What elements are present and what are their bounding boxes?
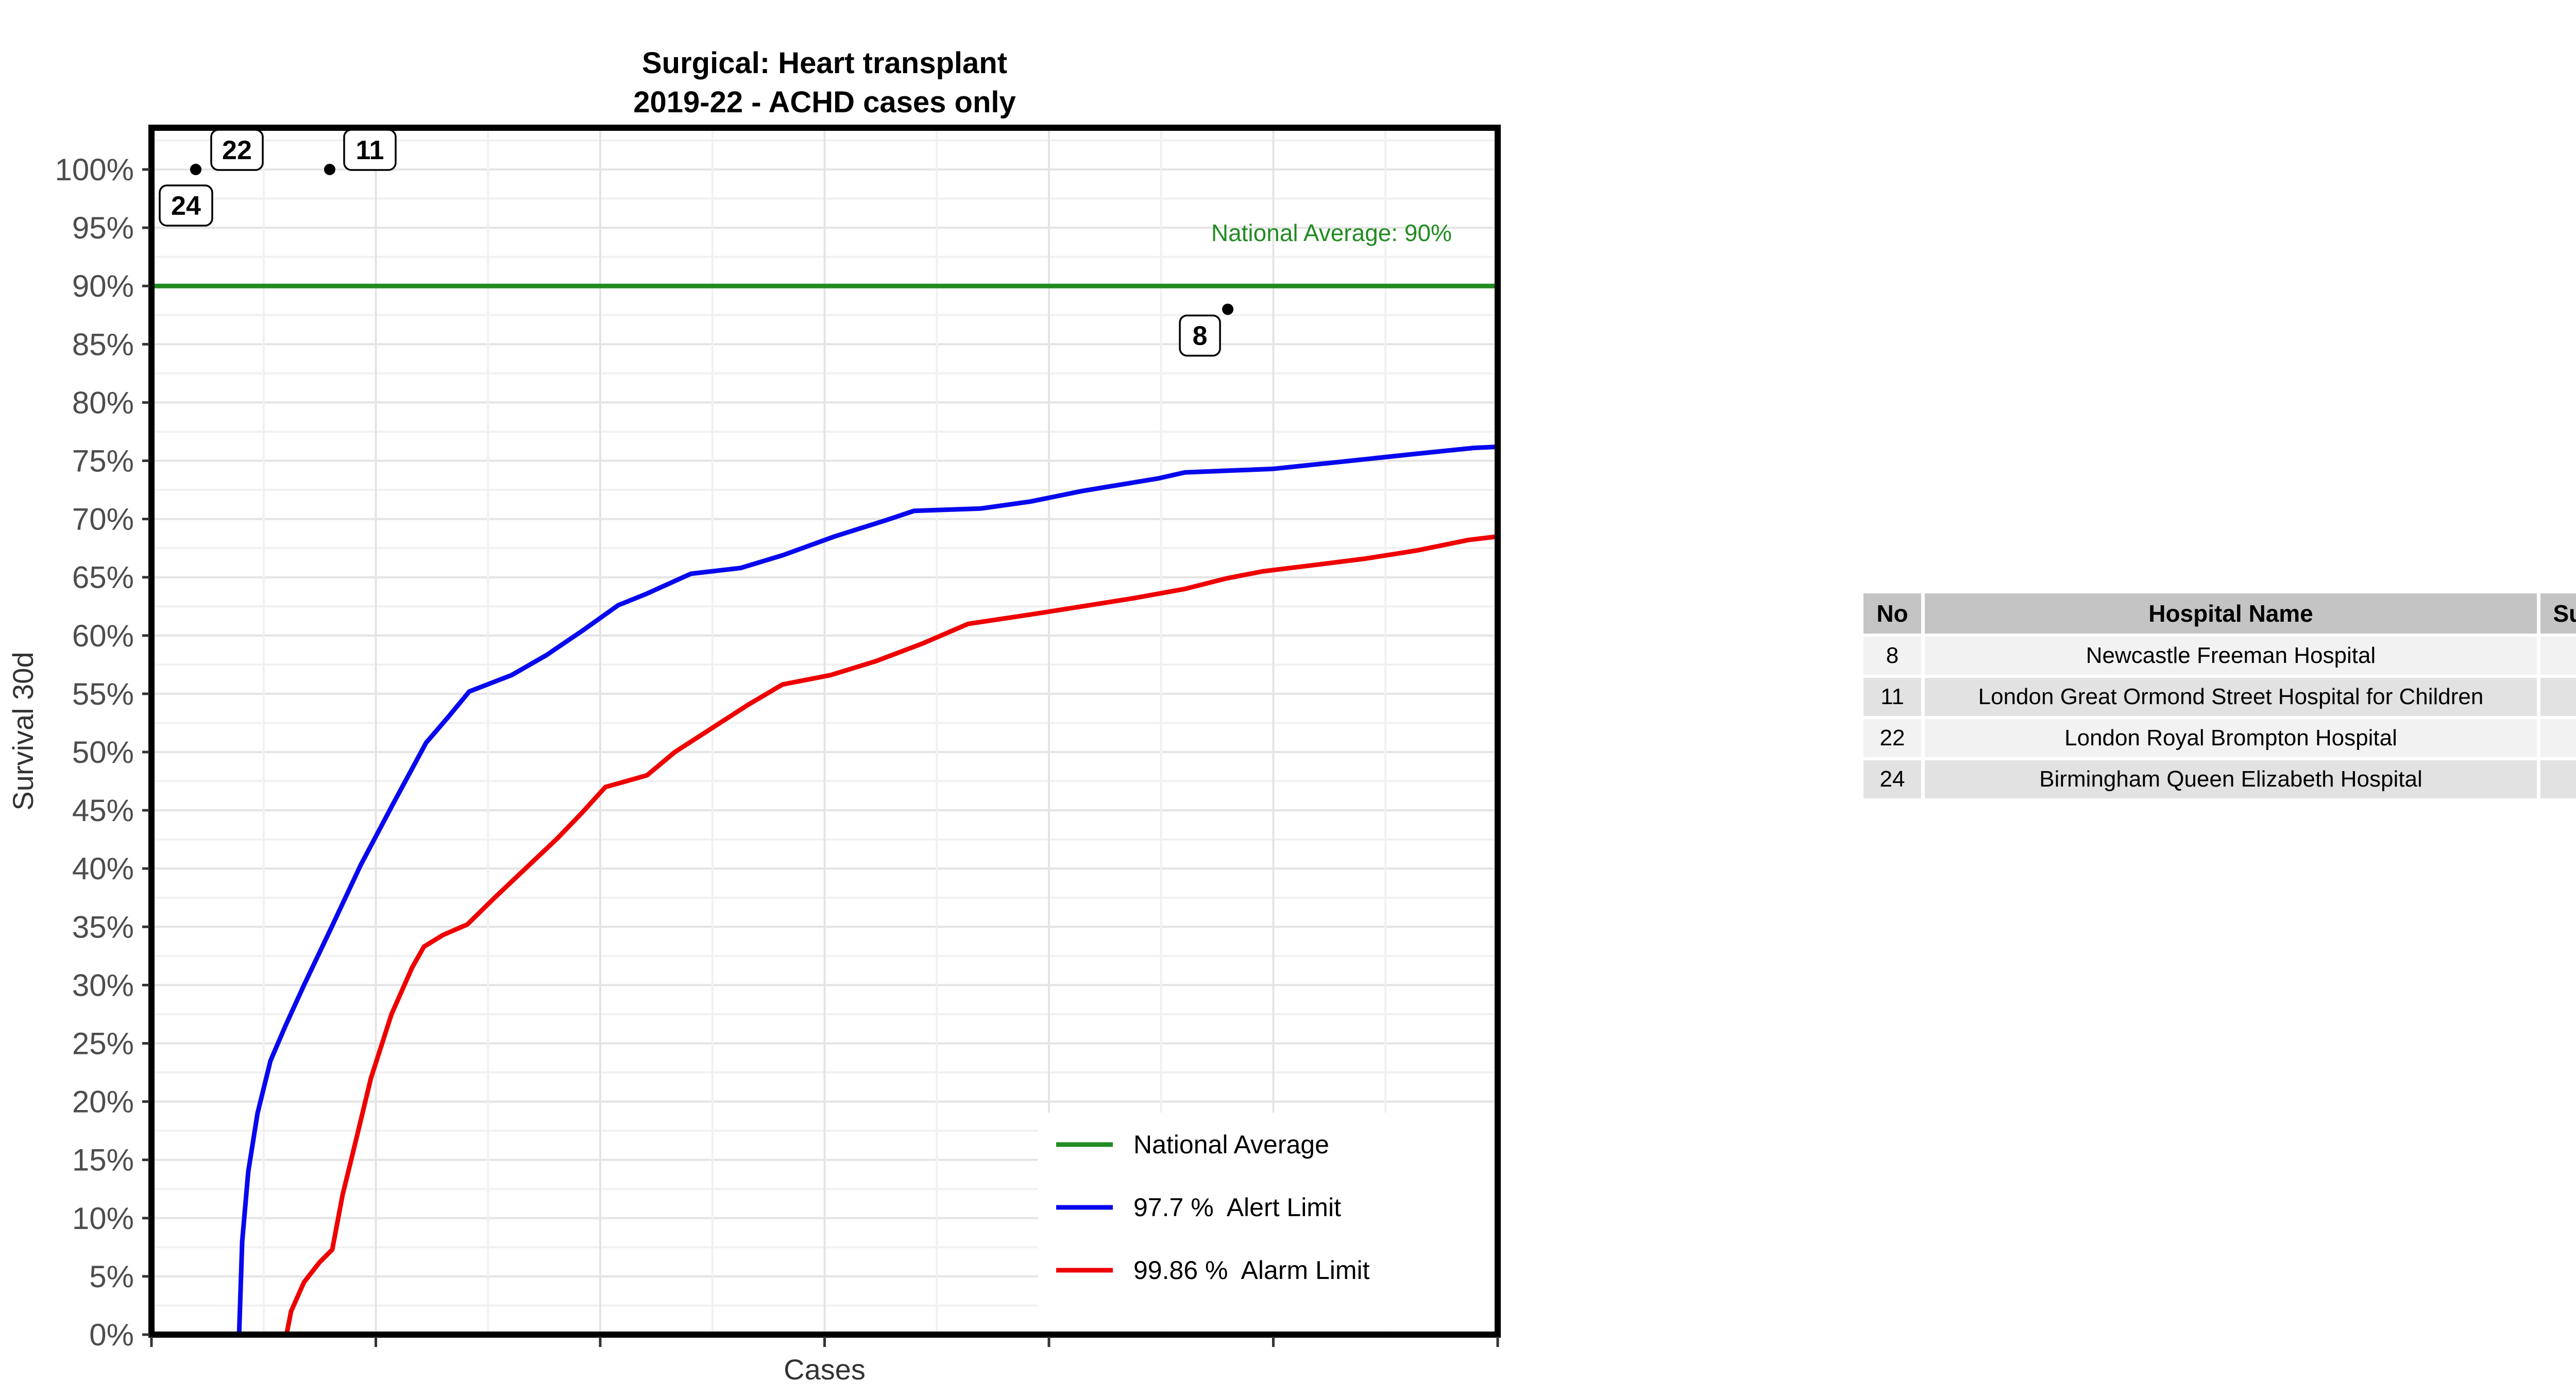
data-point-dot [324,164,335,175]
cell-no: 24 [1863,760,1921,798]
data-point-label: 11 [355,135,384,165]
alert-limit-curve [236,444,1500,1337]
data-point-label-box [210,129,264,171]
data-point-label-box [343,129,397,171]
data-point-label: 22 [222,135,252,165]
y-tick-label: 30% [72,968,134,1002]
y-tick-label: 0% [89,1318,134,1352]
table-row: 11 London Great Ormond Street Hospital fo… [1863,678,2576,716]
cell-hospital-name: Birmingham Queen Elizabeth Hospital [1925,760,2537,798]
cell-survival: 88% [2540,637,2576,675]
hospital-table-container: No Hospital Name Survival 30d 8Newcastle… [1860,590,2576,801]
y-tick-label: 50% [72,735,134,770]
table-header-survival: Survival 30d [2540,593,2576,634]
y-tick-label: 35% [72,910,134,944]
cell-survival: 100% [2540,760,2576,798]
plot-frame [148,125,1501,1338]
y-tick-label: 75% [72,444,134,479]
table-header-row: No Hospital Name Survival 30d [1863,593,2576,634]
hospital-table: No Hospital Name Survival 30d 8Newcastle… [1860,590,2576,801]
legend-label: 97.7 % Alert Limit [1133,1193,1341,1222]
cell-hospital-name: London Royal Brompton Hospital [1925,719,2537,757]
y-tick-label: 45% [72,793,134,828]
legend-background [1038,1113,1495,1331]
data-point-label-box [1179,314,1221,357]
y-tick-label: 55% [72,677,134,711]
y-tick-label: 5% [89,1259,134,1294]
legend-label: National Average [1133,1130,1329,1159]
cell-no: 11 [1863,678,1921,716]
y-tick-label: 80% [72,385,134,420]
x-axis-title: Cases [784,1353,866,1386]
table-header-no: No [1863,593,1921,634]
data-point-dot [190,164,201,175]
chart-title-line1: Surgical: Heart transplant [642,46,1007,80]
y-tick-label: 95% [72,211,134,245]
y-tick-label: 20% [72,1085,134,1119]
y-tick-label: 25% [72,1027,134,1061]
legend-label: 99.86 % Alarm Limit [1133,1256,1370,1285]
cell-no: 22 [1863,719,1921,757]
y-tick-label: 10% [72,1201,134,1236]
y-tick-label: 15% [72,1143,134,1178]
data-point-dot [1222,303,1234,315]
y-tick-label: 60% [72,619,134,653]
y-tick-label: 70% [72,502,134,537]
y-tick-label: 85% [72,327,134,362]
chart-title-line2: 2019-22 - ACHD cases only [633,86,1016,119]
data-point-label-box [159,184,213,227]
y-axis-title: Survival 30d [7,652,39,810]
y-tick-label: 40% [72,851,134,886]
alarm-limit-curve [284,534,1500,1337]
cell-no: 8 [1863,637,1921,675]
survival-funnel-chart: 0% 5% 10% 15% 20% 25% 30% 35% 40% 45% 50% 55% 60% 65%… [7,46,1501,1386]
y-tick-label: 100% [55,152,134,187]
cell-hospital-name: Newcastle Freeman Hospital [1925,637,2537,675]
cell-survival: 100% [2540,719,2576,757]
y-tick-label: 65% [72,560,134,595]
y-tick-label: 90% [72,269,134,303]
cell-hospital-name: London Great Ormond Street Hospital for … [1925,678,2537,716]
national-average-annotation: National Average: 90% [1211,219,1452,246]
table-header-hospital-name: Hospital Name [1925,593,2537,634]
cell-survival: 100% [2540,678,2576,716]
data-point-label: 24 [171,191,201,221]
data-point-label: 8 [1193,321,1208,351]
